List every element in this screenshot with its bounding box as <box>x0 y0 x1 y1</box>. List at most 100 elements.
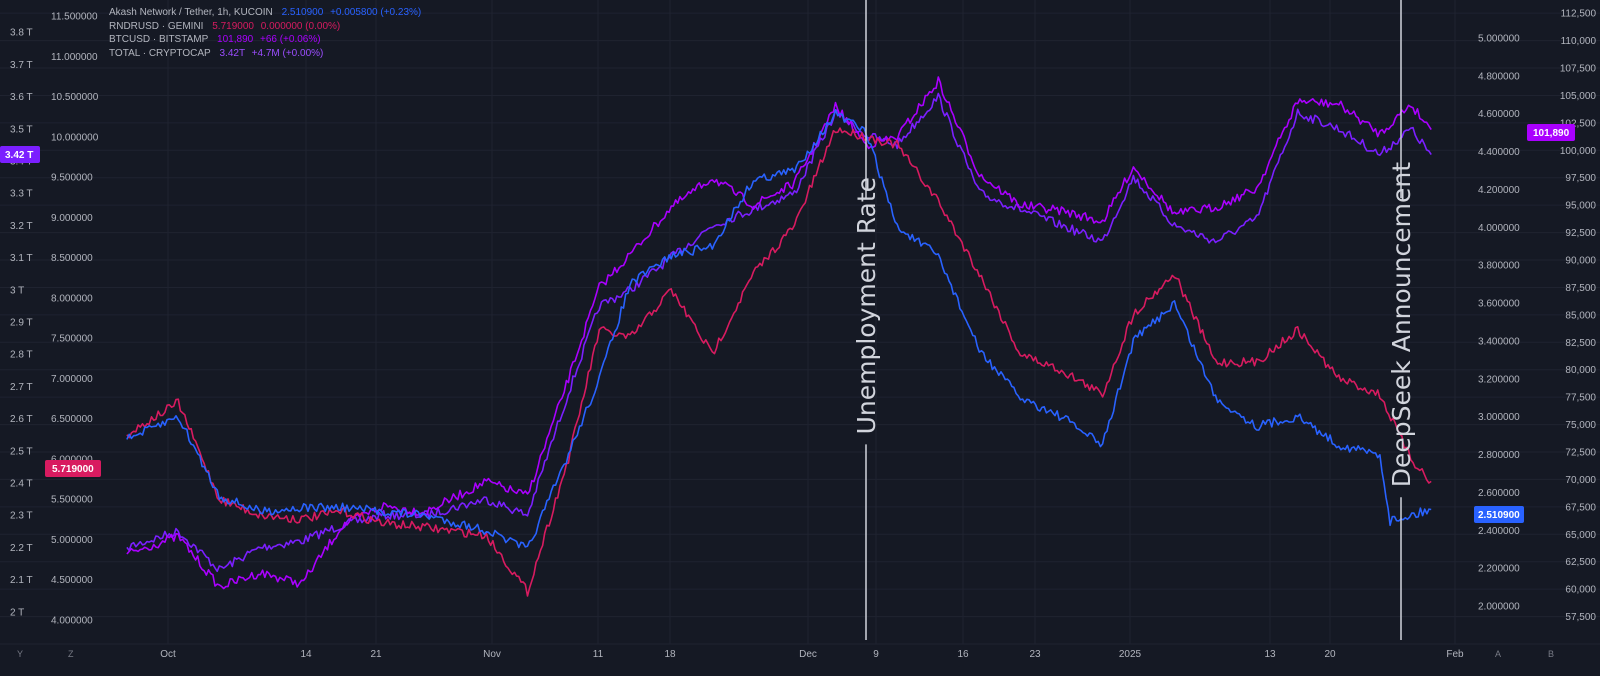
axis-tick-label: 2 T <box>10 607 24 618</box>
axis-tick-label: 10.000000 <box>51 132 99 143</box>
left-axis-rndr: 4.000000 4.500000 5.000000 5.500000 6.000000… <box>51 12 99 627</box>
right-axis-akt: 2.000000 2.200000 2.400000 2.600000 2.800000… <box>1478 33 1520 612</box>
axis-tick-label: 4.200000 <box>1478 185 1520 196</box>
axis-tick-label: 4.500000 <box>51 575 93 586</box>
axis-tick-label: 10.500000 <box>51 92 99 103</box>
axis-tick-label: 85,000 <box>1565 310 1596 321</box>
axis-tick-label: 105,000 <box>1560 91 1597 102</box>
axis-tick-label: 3.8 T <box>10 28 33 39</box>
axis-tick-label: 5.000000 <box>51 535 93 546</box>
legend-change: +66 (+0.06%) <box>259 34 321 45</box>
axis-tick-label: 60,000 <box>1565 585 1596 596</box>
axis-tick-label: 107,500 <box>1560 64 1597 75</box>
series-total-line <box>126 92 1432 573</box>
axis-tick-label: 110,000 <box>1561 36 1597 47</box>
legend-name: RNDRUSD · GEMINI <box>109 20 204 32</box>
series-akt-line <box>126 109 1432 549</box>
x-axis: Oct 14 21 Nov 11 18 Dec 9 16 23 2025 13 20 Feb <box>160 649 1464 660</box>
legend-value: 5.719000 <box>212 20 254 32</box>
axis-tick-label: 3.7 T <box>10 60 33 71</box>
axis-tick-label: 2.400000 <box>1478 526 1520 537</box>
price-tag-total-text: 3.42 T <box>5 150 33 161</box>
axis-tick-label: 62,500 <box>1565 557 1596 568</box>
axis-tick-label: 7.500000 <box>51 334 93 345</box>
x-tick-label: 18 <box>664 649 676 660</box>
x-tick-label: 14 <box>300 649 312 660</box>
x-tick-label: 23 <box>1029 649 1041 660</box>
axis-tick-label: 11.000000 <box>51 52 98 63</box>
legend-value: 3.42T <box>219 47 245 59</box>
corner-b[interactable]: B <box>1548 649 1554 659</box>
axis-tick-label: 2.200000 <box>1478 564 1520 575</box>
x-tick-label: Nov <box>483 649 501 660</box>
axis-tick-label: 3.600000 <box>1478 299 1520 310</box>
axis-tick-label: 4.000000 <box>1478 223 1520 234</box>
axis-tick-label: 95,000 <box>1565 201 1596 212</box>
axis-tick-label: 2.2 T <box>10 543 33 554</box>
axis-tick-label: 9.000000 <box>51 213 93 224</box>
axis-tick-label: 3 T <box>10 285 24 296</box>
axis-tick-label: 67,500 <box>1565 502 1596 513</box>
axis-tick-label: 65,000 <box>1565 530 1596 541</box>
axis-tick-label: 2.3 T <box>10 511 33 522</box>
legend-row-btc[interactable]: BTCUSD · BITSTAMP 101,890 +66 (+0.06%) <box>109 33 421 47</box>
x-tick-label: 21 <box>370 649 382 660</box>
series-layer <box>126 76 1432 597</box>
x-tick-label: 9 <box>873 649 879 660</box>
corner-a[interactable]: A <box>1495 649 1501 659</box>
axis-tick-label: 6.000000 <box>51 454 93 465</box>
price-tag-btc-text: 101,890 <box>1533 128 1570 139</box>
x-tick-label: 16 <box>957 649 969 660</box>
axis-tick-label: 4.400000 <box>1478 147 1520 158</box>
axis-tick-label: 77,500 <box>1565 393 1596 404</box>
axis-tick-label: 2.9 T <box>10 318 33 329</box>
axis-tick-label: 3.200000 <box>1478 374 1520 385</box>
axis-tick-label: 11.500000 <box>51 12 98 23</box>
price-tag-akt: 2.510900 <box>1474 506 1524 523</box>
axis-tick-label: 82,500 <box>1565 338 1596 349</box>
axis-tick-label: 5.500000 <box>51 495 93 506</box>
axis-tick-label: 3.400000 <box>1478 336 1520 347</box>
corner-z[interactable]: Z <box>68 649 74 659</box>
legend-value: 101,890 <box>217 34 254 45</box>
axis-tick-label: 102,500 <box>1560 118 1597 129</box>
right-axis-btc: 57,500 60,000 62,500 65,000 67,500 70,000 72,5… <box>1560 9 1597 623</box>
axis-tick-label: 2.7 T <box>10 382 33 393</box>
series-btc-line <box>126 76 1432 590</box>
bottom-corner-labels: Y Z A B <box>17 649 1554 659</box>
price-tag-rndr-text: 5.719000 <box>52 464 94 475</box>
axis-tick-label: 75,000 <box>1565 420 1596 431</box>
price-tag-total: 3.42 T <box>0 146 40 163</box>
legend-name: BTCUSD · BITSTAMP <box>109 34 209 45</box>
axis-tick-label: 112,500 <box>1561 9 1597 20</box>
axis-tick-label: 87,500 <box>1565 283 1596 294</box>
axis-tick-label: 70,000 <box>1565 475 1596 486</box>
axis-tick-label: 2.4 T <box>10 479 33 490</box>
event-label: Unemployment Rate <box>852 177 881 434</box>
event-label: DeepSeek Announcement <box>1387 162 1416 487</box>
axis-tick-label: 80,000 <box>1565 365 1596 376</box>
axis-tick-label: 2.5 T <box>10 446 33 457</box>
corner-y[interactable]: Y <box>17 649 23 659</box>
legend-row-rndr[interactable]: RNDRUSD · GEMINI 5.719000 0.000000 (0.00… <box>109 20 421 34</box>
price-tag-rndr: 5.719000 <box>45 460 101 477</box>
legend-row-total[interactable]: TOTAL · CRYPTOCAP 3.42T +4.7M (+0.00%) <box>109 47 421 61</box>
axis-tick-label: 2.600000 <box>1478 488 1520 499</box>
x-tick-label: 13 <box>1264 649 1276 660</box>
axis-tick-label: 3.3 T <box>10 189 33 200</box>
axis-tick-label: 8.000000 <box>51 293 93 304</box>
x-tick-label: 2025 <box>1119 649 1142 660</box>
axis-tick-label: 3.6 T <box>10 92 33 103</box>
axis-tick-label: 97,500 <box>1565 173 1596 184</box>
axis-tick-label: 3.000000 <box>1478 412 1520 423</box>
axis-tick-label: 2.800000 <box>1478 450 1520 461</box>
legend-name: Akash Network / Tether, 1h, KUCOIN <box>109 7 273 18</box>
axis-tick-label: 4.800000 <box>1478 71 1520 82</box>
axis-tick-label: 3.5 T <box>10 124 33 135</box>
legend-row-akt[interactable]: Akash Network / Tether, 1h, KUCOIN 2.510… <box>109 6 421 20</box>
x-tick-label: Dec <box>799 649 817 660</box>
axis-tick-label: 7.000000 <box>51 374 93 385</box>
price-tag-btc: 101,890 <box>1527 124 1575 141</box>
